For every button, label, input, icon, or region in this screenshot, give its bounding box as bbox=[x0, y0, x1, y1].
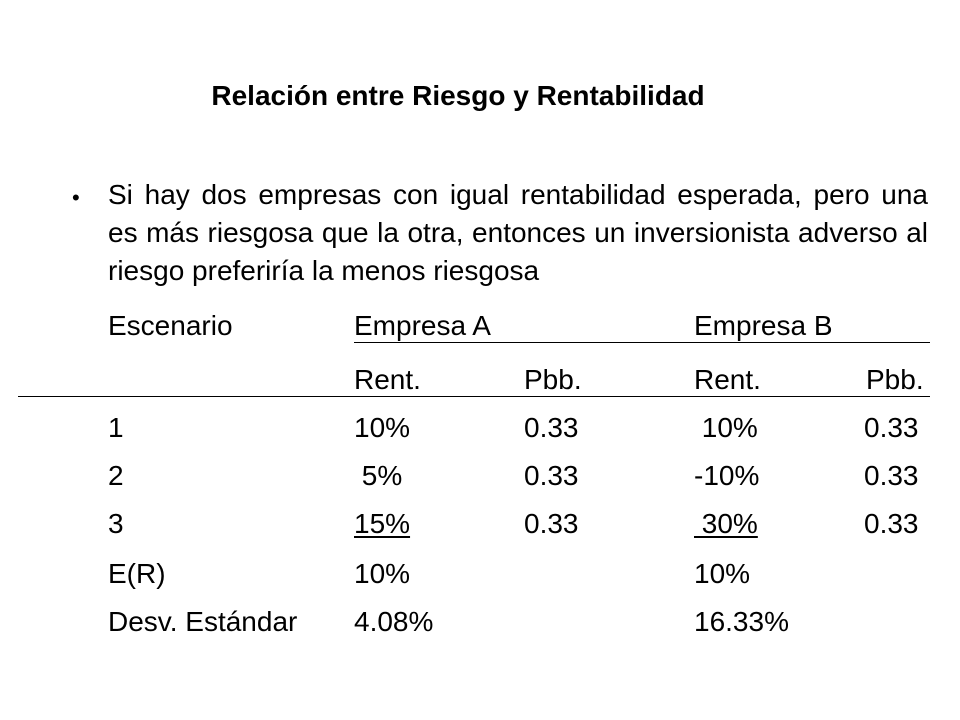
bullet-text: Si hay dos empresas con igual rentabilid… bbox=[108, 179, 928, 286]
stdev-a: 4.08% bbox=[354, 606, 434, 637]
expected-label: E(R) bbox=[108, 558, 166, 589]
row-a-rent: 15% bbox=[354, 508, 411, 539]
subheader-underline bbox=[18, 396, 930, 397]
table-header-row: Escenario Empresa A Empresa B bbox=[0, 308, 960, 344]
header-company-a: Empresa A bbox=[354, 310, 491, 341]
row-b-pbb: 0.33 bbox=[864, 508, 919, 539]
table-row: 3 15% 0.33 30% 0.33 bbox=[0, 506, 960, 542]
stdev-label: Desv. Estándar bbox=[108, 606, 298, 637]
subheader-a-rent: Rent. bbox=[354, 364, 421, 395]
row-scenario: 1 bbox=[108, 412, 124, 443]
row-b-pbb: 0.33 bbox=[864, 460, 919, 491]
header-company-b: Empresa B bbox=[694, 310, 833, 341]
table-row: 2 5% 0.33 -10% 0.33 bbox=[0, 458, 960, 494]
bullet-dot-icon: • bbox=[72, 185, 80, 210]
row-b-rent: -10% bbox=[694, 460, 760, 491]
header-scenario: Escenario bbox=[108, 310, 233, 341]
header-underline bbox=[354, 342, 930, 343]
subheader-a-pbb: Pbb. bbox=[524, 364, 582, 395]
slide-title: Relación entre Riesgo y Rentabilidad bbox=[211, 80, 705, 111]
row-scenario: 2 bbox=[108, 460, 124, 491]
row-a-rent: 10% bbox=[354, 412, 411, 443]
stdev-b: 16.33% bbox=[694, 606, 789, 637]
std-dev-row: Desv. Estándar 4.08% 16.33% bbox=[0, 604, 960, 640]
row-a-pbb: 0.33 bbox=[524, 508, 579, 539]
row-b-rent: 30% bbox=[694, 508, 758, 539]
row-scenario: 3 bbox=[108, 508, 124, 539]
expected-return-row: E(R) 10% 10% bbox=[0, 556, 960, 592]
row-b-rent: 10% bbox=[694, 412, 758, 443]
subheader-b-rent: Rent. bbox=[694, 364, 761, 395]
expected-a: 10% bbox=[354, 558, 411, 589]
expected-b: 10% bbox=[694, 558, 751, 589]
row-a-pbb: 0.33 bbox=[524, 412, 579, 443]
table-subheader-row: Rent. Pbb. Rent. Pbb. bbox=[0, 362, 960, 398]
table-row: 1 10% 0.33 10% 0.33 bbox=[0, 410, 960, 446]
row-b-pbb: 0.33 bbox=[864, 412, 919, 443]
row-a-pbb: 0.33 bbox=[524, 460, 579, 491]
row-a-rent: 5% bbox=[354, 460, 403, 491]
subheader-b-pbb: Pbb. bbox=[866, 364, 924, 395]
